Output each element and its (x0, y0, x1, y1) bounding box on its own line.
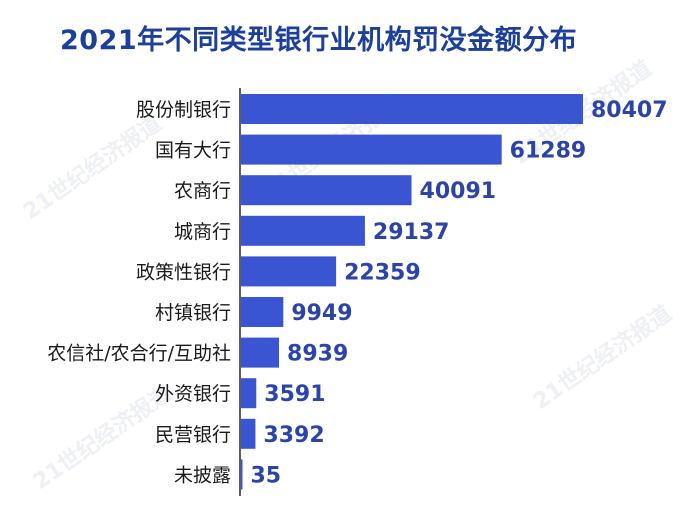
value-label: 40091 (420, 179, 497, 204)
value-label: 3591 (264, 382, 325, 407)
value-label: 22359 (344, 260, 421, 285)
category-label: 未披露 (174, 464, 231, 486)
bar (241, 418, 256, 449)
bar (241, 459, 243, 490)
category-label: 国有大行 (155, 140, 231, 162)
category-label: 村镇银行 (155, 302, 231, 324)
bar (241, 94, 583, 124)
value-label: 61289 (510, 139, 587, 164)
category-label: 政策性银行 (136, 261, 231, 283)
value-label: 80407 (591, 98, 668, 123)
chart-title: 2021年不同类型银行业机构罚没金额分布 (60, 25, 578, 56)
value-label: 9949 (291, 301, 352, 326)
value-label: 3392 (263, 423, 324, 448)
bar (241, 256, 337, 287)
bar (241, 134, 502, 165)
category-label: 农商行 (174, 180, 231, 202)
category-label: 外资银行 (155, 383, 231, 405)
category-label: 民营银行 (155, 424, 231, 446)
bar (241, 175, 412, 206)
category-label: 股份制银行 (136, 99, 231, 121)
category-label: 城商行 (174, 221, 231, 243)
bar (241, 337, 280, 368)
value-label: 29137 (373, 220, 450, 245)
bar (241, 215, 365, 246)
bar (241, 378, 257, 409)
value-label: 35 (251, 463, 282, 488)
value-label: 8939 (287, 342, 348, 367)
bar (241, 297, 284, 327)
category-label: 农信社/农合行/互助社 (47, 343, 231, 365)
